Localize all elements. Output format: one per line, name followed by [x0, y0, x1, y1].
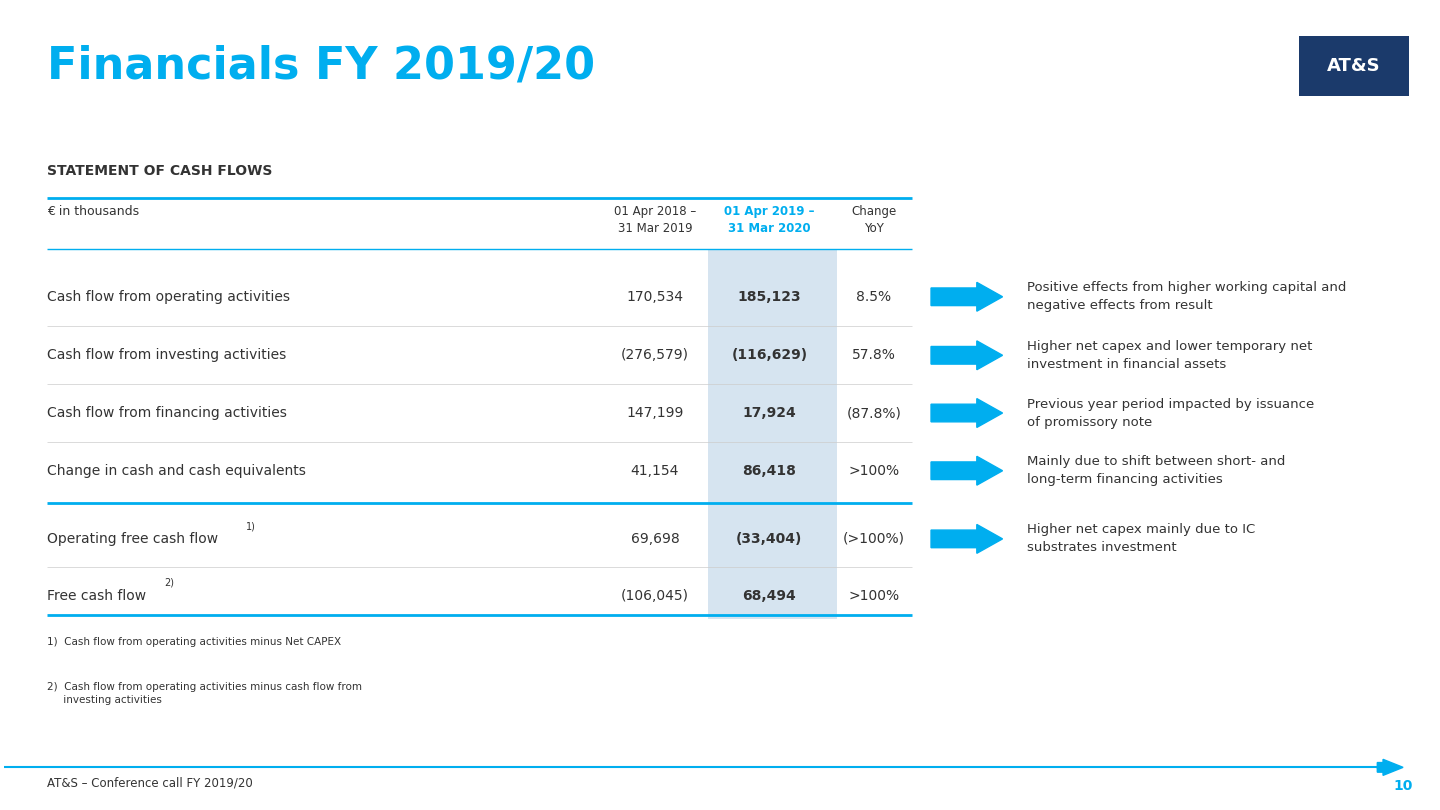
- Text: 57.8%: 57.8%: [852, 348, 896, 362]
- Circle shape: [1377, 763, 1391, 771]
- Text: Cash flow from financing activities: Cash flow from financing activities: [48, 406, 287, 420]
- Text: Cash flow from investing activities: Cash flow from investing activities: [48, 348, 287, 362]
- Text: 41,154: 41,154: [631, 464, 680, 478]
- FancyBboxPatch shape: [708, 249, 837, 619]
- Text: AT&S – Conference call FY 2019/20: AT&S – Conference call FY 2019/20: [48, 777, 253, 790]
- FancyArrow shape: [932, 341, 1002, 369]
- Text: (116,629): (116,629): [732, 348, 808, 362]
- Text: Free cash flow: Free cash flow: [48, 589, 147, 603]
- Text: >100%: >100%: [848, 464, 900, 478]
- Text: Operating free cash flow: Operating free cash flow: [48, 532, 219, 546]
- FancyArrow shape: [932, 524, 1002, 553]
- Text: (276,579): (276,579): [621, 348, 688, 362]
- Text: 17,924: 17,924: [743, 406, 796, 420]
- Text: Change
YoY: Change YoY: [851, 205, 897, 235]
- FancyArrow shape: [932, 399, 1002, 428]
- Text: € in thousands: € in thousands: [48, 205, 140, 218]
- Text: (>100%): (>100%): [842, 532, 904, 546]
- Text: Change in cash and cash equivalents: Change in cash and cash equivalents: [48, 464, 305, 478]
- FancyArrow shape: [932, 283, 1002, 311]
- FancyArrow shape: [1377, 759, 1403, 775]
- Text: 68,494: 68,494: [743, 589, 796, 603]
- FancyArrow shape: [932, 456, 1002, 485]
- Text: 86,418: 86,418: [743, 464, 796, 478]
- Text: 01 Apr 2018 –
31 Mar 2019: 01 Apr 2018 – 31 Mar 2019: [613, 205, 696, 235]
- Text: Cash flow from operating activities: Cash flow from operating activities: [48, 290, 289, 304]
- Text: AT&S: AT&S: [1326, 58, 1381, 75]
- Text: 147,199: 147,199: [626, 406, 684, 420]
- Text: >100%: >100%: [848, 589, 900, 603]
- Text: Higher net capex and lower temporary net
investment in financial assets: Higher net capex and lower temporary net…: [1027, 340, 1312, 371]
- Text: 2): 2): [164, 578, 174, 588]
- Text: Previous year period impacted by issuance
of promissory note: Previous year period impacted by issuanc…: [1027, 398, 1315, 428]
- Text: 1): 1): [246, 521, 255, 531]
- Text: (106,045): (106,045): [621, 589, 688, 603]
- Text: STATEMENT OF CASH FLOWS: STATEMENT OF CASH FLOWS: [48, 164, 272, 178]
- Text: 185,123: 185,123: [737, 290, 801, 304]
- Text: 8.5%: 8.5%: [857, 290, 891, 304]
- Text: Higher net capex mainly due to IC
substrates investment: Higher net capex mainly due to IC substr…: [1027, 523, 1256, 554]
- Text: (87.8%): (87.8%): [847, 406, 901, 420]
- FancyBboxPatch shape: [1299, 36, 1408, 96]
- Text: Positive effects from higher working capital and
negative effects from result: Positive effects from higher working cap…: [1027, 281, 1346, 313]
- Text: 2)  Cash flow from operating activities minus cash flow from
     investing acti: 2) Cash flow from operating activities m…: [48, 681, 361, 705]
- Text: 01 Apr 2019 –
31 Mar 2020: 01 Apr 2019 – 31 Mar 2020: [724, 205, 815, 235]
- Text: (33,404): (33,404): [736, 532, 802, 546]
- Text: 1)  Cash flow from operating activities minus Net CAPEX: 1) Cash flow from operating activities m…: [48, 637, 341, 647]
- Text: 69,698: 69,698: [631, 532, 680, 546]
- Text: Mainly due to shift between short- and
long-term financing activities: Mainly due to shift between short- and l…: [1027, 455, 1286, 486]
- Text: Financials FY 2019/20: Financials FY 2019/20: [48, 45, 595, 87]
- Text: 170,534: 170,534: [626, 290, 684, 304]
- Text: 10: 10: [1394, 778, 1413, 792]
